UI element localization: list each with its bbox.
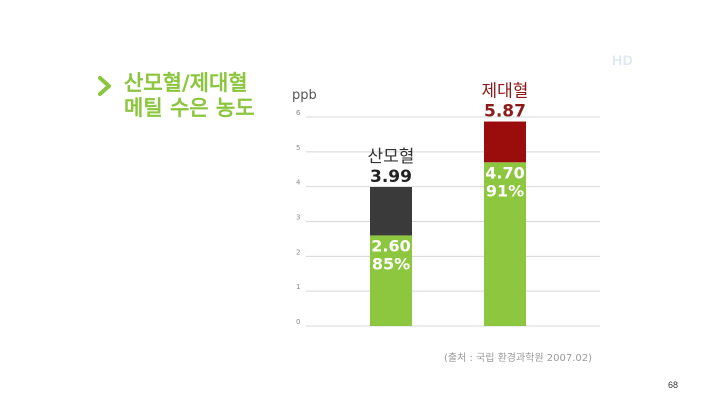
y-tick-label: 5: [296, 144, 300, 152]
y-tick-label: 6: [296, 109, 301, 117]
y-tick-label: 2: [296, 248, 300, 256]
bar-green-percent-label: 91%: [486, 181, 524, 200]
title-line-2: 메틸 수은 농도: [124, 96, 255, 120]
y-tick-label: 0: [296, 318, 300, 326]
chart-grid: [306, 116, 600, 327]
chevron-right-icon: [98, 76, 111, 96]
bar-top-segment: [370, 187, 412, 236]
y-axis-ticks: 0 1 2 3 4 5 6: [296, 109, 301, 326]
y-axis-label: ppb: [292, 88, 317, 103]
bar-green-value-label: 2.60: [371, 236, 410, 255]
source-note: (출처 : 국립 환경과학원 2007.02): [444, 353, 593, 364]
bar-total-label: 5.87: [484, 102, 526, 122]
bar-green-segment: [484, 162, 526, 326]
page-number: 68: [668, 380, 679, 390]
bar-name-label: 산모혈: [368, 147, 415, 167]
hd-badge: HD: [612, 52, 634, 68]
bar-green-segment: [370, 235, 412, 326]
bar-name-label: 제대혈: [482, 82, 529, 102]
y-tick-label: 3: [296, 214, 300, 222]
y-tick-label: 1: [296, 283, 300, 291]
y-tick-label: 4: [296, 179, 301, 187]
bar-green-value-label: 4.70: [485, 163, 524, 182]
bar-green-percent-label: 85%: [372, 254, 410, 273]
bar-total-label: 3.99: [370, 167, 412, 187]
bar-top-segment: [484, 121, 526, 163]
title-line-1: 산모혈/제대혈: [124, 71, 248, 95]
